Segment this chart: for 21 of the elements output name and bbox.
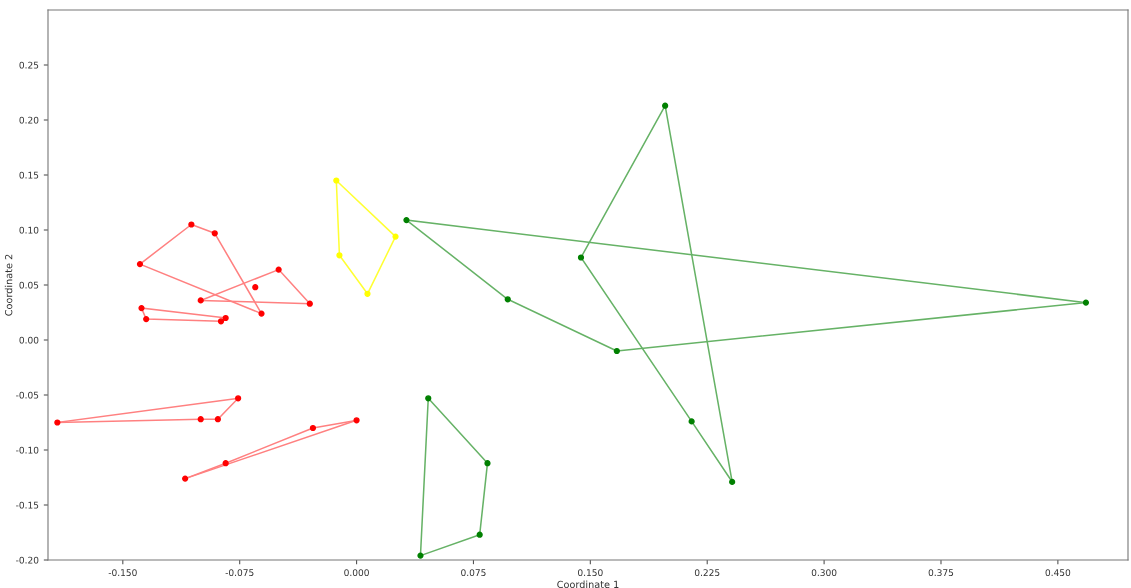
x-tick-label: 0.225 — [694, 569, 720, 577]
x-tick-label: 0.300 — [811, 569, 837, 577]
x-tick-label: 0.375 — [928, 569, 954, 577]
y-tick-label: -0.20 — [16, 556, 39, 564]
x-axis-title: Coordinate 1 — [557, 580, 619, 588]
x-tick-label: -0.150 — [108, 569, 137, 577]
y-tick-label: -0.15 — [16, 501, 39, 509]
x-tick-label: -0.075 — [225, 569, 254, 577]
y-tick-label: 0.10 — [19, 226, 39, 234]
y-tick-label: -0.10 — [16, 446, 39, 454]
x-tick-label: 0.000 — [344, 569, 369, 577]
x-tick-label: 0.150 — [578, 569, 603, 577]
y-axis-title: Coordinate 2 — [4, 254, 13, 316]
y-tick-label: 0.20 — [19, 116, 39, 124]
y-tick-label: 0.15 — [19, 171, 39, 179]
x-tick-label: 0.075 — [461, 569, 486, 577]
x-tick-label: 0.450 — [1045, 569, 1071, 577]
y-tick-label: 0.25 — [19, 61, 39, 69]
y-tick-label: 0.05 — [19, 281, 39, 289]
y-tick-label: -0.05 — [16, 391, 39, 399]
y-tick-label: 0.00 — [19, 336, 39, 344]
